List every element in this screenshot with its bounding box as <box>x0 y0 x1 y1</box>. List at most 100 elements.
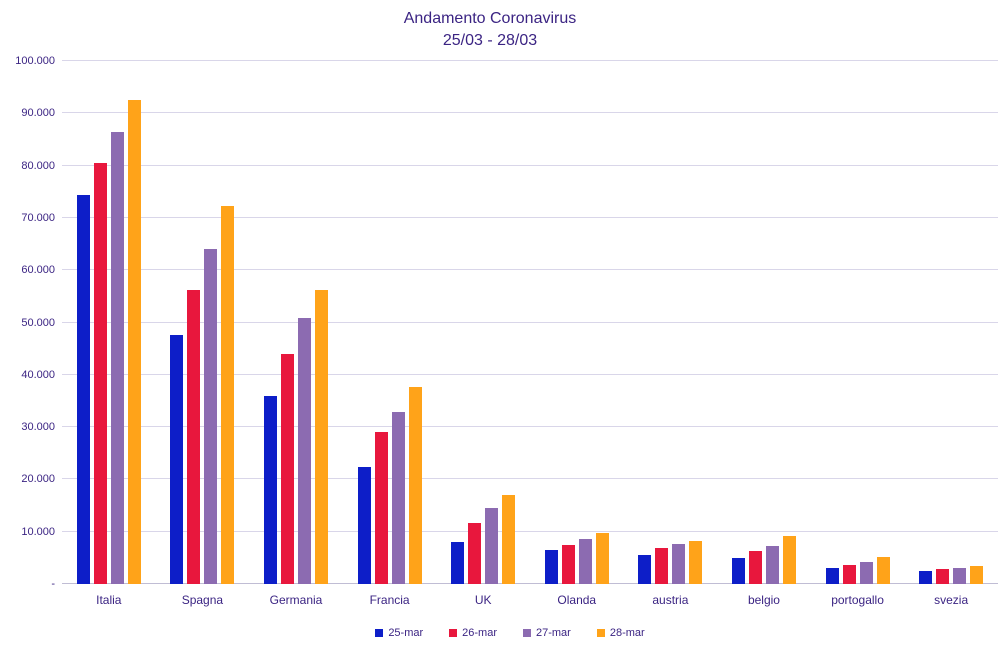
gridline <box>62 321 998 323</box>
chart-subtitle: 25/03 - 28/03 <box>442 32 538 49</box>
legend-label: 27-mar <box>536 627 571 639</box>
bar-26-mar-italia <box>93 162 107 584</box>
bar-28-mar-belgio <box>782 536 796 584</box>
bar-27-mar-germania <box>297 317 311 584</box>
x-axis-label: austria <box>652 593 689 607</box>
legend: 25-mar 26-mar 27-mar 28-mar <box>20 627 1000 639</box>
bar-28-mar-uk <box>502 494 516 584</box>
bar-28-mar-spagna <box>221 206 235 584</box>
bar-28-mar-francia <box>408 387 422 584</box>
bar-25-mar-olanda <box>544 550 558 584</box>
bar-26-mar-portogallo <box>842 565 856 584</box>
bar-27-mar-svezia <box>953 567 967 584</box>
bar-27-mar-olanda <box>578 539 592 584</box>
bar-28-mar-italia <box>127 100 141 584</box>
bar-27-mar-austria <box>672 543 686 584</box>
bar-group-germania: Germania <box>263 61 328 607</box>
y-axis-tick-label: 60.000 <box>21 264 55 277</box>
bar-26-mar-francia <box>374 431 388 584</box>
gridline <box>62 426 998 428</box>
bar-28-mar-austria <box>689 540 703 584</box>
x-axis-label: svezia <box>934 593 969 607</box>
legend-item-25-mar: 25-mar <box>375 627 423 639</box>
chart-title-block: Andamento Coronavirus 25/03 - 28/03 <box>0 8 980 52</box>
y-axis: - 10.000 20.000 30.000 40.000 50.000 60.000 70.… <box>0 55 55 590</box>
bar-group-austria: austria <box>638 61 703 607</box>
bar-group-spagna: Spagna <box>170 61 235 607</box>
x-axis-label: belgio <box>747 593 780 607</box>
bar-group-olanda: Olanda <box>544 61 609 607</box>
bar-25-mar-francia <box>357 467 371 584</box>
x-axis-line <box>62 583 998 584</box>
gridline <box>62 478 998 480</box>
legend-item-28-mar: 28-mar <box>596 627 645 639</box>
y-axis-tick-label: 30.000 <box>21 421 55 434</box>
legend-item-27-mar: 27-mar <box>523 627 571 639</box>
bar-28-mar-olanda <box>595 532 609 584</box>
y-axis-tick-label: 40.000 <box>21 368 55 381</box>
x-axis-label: Germania <box>269 593 323 607</box>
bar-group-italia: Italia <box>76 61 141 607</box>
x-axis-label: Spagna <box>181 593 224 607</box>
gridline <box>62 60 998 61</box>
bar-28-mar-svezia <box>970 565 984 584</box>
gridline <box>62 269 998 271</box>
bar-26-mar-svezia <box>936 569 950 584</box>
bar-27-mar-francia <box>391 411 405 584</box>
bar-25-mar-italia <box>76 194 90 584</box>
legend-swatch-icon <box>523 629 531 637</box>
bar-25-mar-portogallo <box>825 568 839 584</box>
gridline <box>62 373 998 375</box>
bar-28-mar-portogallo <box>876 556 890 584</box>
x-axis-label: Italia <box>96 593 122 607</box>
bar-27-mar-uk <box>485 507 499 584</box>
legend-label: 26-mar <box>462 627 497 639</box>
bar-28-mar-germania <box>314 290 328 584</box>
bar-26-mar-belgio <box>748 551 762 584</box>
y-axis-tick-label: 20.000 <box>21 473 55 486</box>
legend-label: 25-mar <box>388 627 424 639</box>
bar-27-mar-italia <box>110 131 124 584</box>
y-axis-tick-label: 100.000 <box>15 55 55 67</box>
bar-26-mar-austria <box>655 547 669 584</box>
gridline <box>62 530 998 532</box>
legend-label: 28-mar <box>609 627 645 639</box>
bar-group-belgio: belgio <box>731 61 796 607</box>
bar-26-mar-olanda <box>561 545 575 584</box>
gridline <box>62 112 998 114</box>
legend-swatch-icon <box>375 629 384 637</box>
y-axis-tick-label: 50.000 <box>21 316 55 329</box>
y-axis-tick-label: 80.000 <box>21 159 55 172</box>
bar-25-mar-austria <box>638 554 652 584</box>
y-axis-tick-label: 10.000 <box>21 525 55 538</box>
bar-25-mar-spagna <box>170 335 184 584</box>
y-axis-tick-label: 70.000 <box>21 211 55 224</box>
bar-25-mar-belgio <box>731 558 745 584</box>
gridline <box>62 216 998 218</box>
legend-swatch-icon <box>449 629 458 637</box>
chart-title: Andamento Coronavirus <box>403 10 577 27</box>
legend-item-26-mar: 26-mar <box>449 627 497 639</box>
y-axis-tick-label: 90.000 <box>21 107 55 120</box>
x-axis-label: Olanda <box>557 593 597 607</box>
bar-25-mar-germania <box>263 396 277 584</box>
bar-25-mar-uk <box>451 541 465 584</box>
bar-group-francia: Francia <box>357 61 422 607</box>
bar-27-mar-portogallo <box>859 561 873 584</box>
gridline <box>62 164 998 166</box>
plot-area: Italia Spagna Germania Francia UK Olanda austr… <box>62 60 998 607</box>
bar-26-mar-germania <box>280 354 294 584</box>
bar-27-mar-belgio <box>765 545 779 584</box>
x-axis-label: portogallo <box>831 593 884 607</box>
legend-swatch-icon <box>596 629 605 637</box>
bar-26-mar-uk <box>468 523 482 584</box>
x-axis-label: Francia <box>369 593 410 607</box>
bar-group-portogallo: portogallo <box>825 61 890 607</box>
bar-26-mar-spagna <box>187 290 201 584</box>
x-axis-label: UK <box>474 593 492 607</box>
bar-group-uk: UK <box>451 61 516 607</box>
bar-25-mar-svezia <box>919 570 933 584</box>
y-axis-tick-label: - <box>51 578 55 590</box>
bar-27-mar-spagna <box>204 248 218 584</box>
